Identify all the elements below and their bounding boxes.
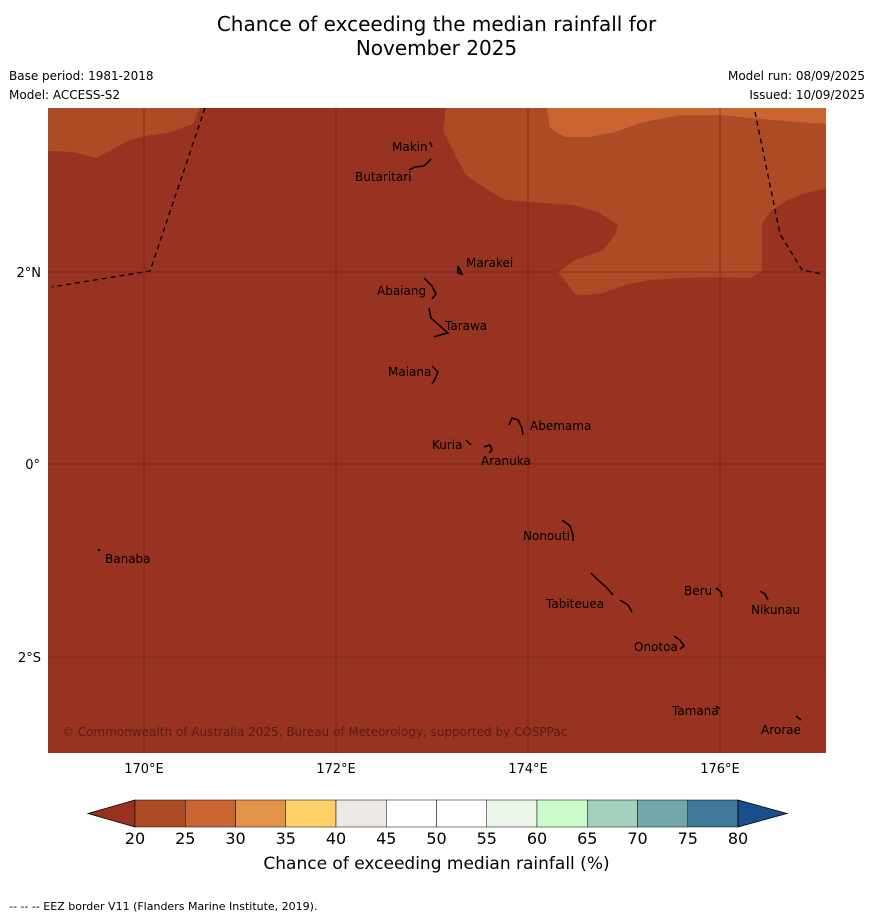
- label-beru: Beru: [684, 584, 712, 598]
- colorbar-tick-label: 70: [627, 829, 647, 848]
- colorbar-segment: [185, 799, 236, 828]
- colorbar-tick-label: 50: [426, 829, 446, 848]
- region-20-25-east: [443, 108, 826, 295]
- region-20-25-west: [48, 108, 200, 158]
- island-tabiteuea-south: [619, 599, 633, 613]
- colorbar-tick-label: 55: [477, 829, 497, 848]
- label-tarawa: Tarawa: [444, 319, 487, 333]
- label-maiana: Maiana: [388, 365, 431, 379]
- copyright-notice: © Commonwealth of Australia 2025, Bureau…: [62, 725, 567, 739]
- label-nonouti: Nonouti: [523, 529, 570, 543]
- colorbar: [86, 799, 789, 828]
- island-aranuka: [483, 444, 493, 454]
- island-marakei: [457, 265, 464, 276]
- model-run: Model run: 08/09/2025: [727, 69, 865, 83]
- island-butaritari: [408, 158, 432, 171]
- meta-right: Model run: 08/09/2025 Issued: 10/09/2025: [728, 67, 865, 105]
- label-onotoa: Onotoa: [634, 640, 678, 654]
- colorbar-segment: [486, 799, 538, 828]
- issued-date: Issued: 10/09/2025: [749, 88, 865, 102]
- model-name: Model: ACCESS-S2: [9, 88, 121, 102]
- label-tamana: Tamana: [671, 704, 719, 718]
- colorbar-tick-label: 30: [225, 829, 245, 848]
- island-kuria: [465, 439, 472, 446]
- lat-tick-2s: 2°S: [18, 651, 41, 666]
- colorbar-tick-label: 65: [577, 829, 597, 848]
- island-nikunau: [759, 590, 769, 601]
- lat-tick-0: 0°: [25, 458, 40, 473]
- colorbar-segment: [687, 799, 739, 828]
- label-banaba: Banaba: [105, 552, 151, 566]
- island-beru: [715, 587, 723, 598]
- island-nonouti: [561, 519, 574, 541]
- island-abaiang: [423, 277, 437, 300]
- colorbar-tick-label: 25: [175, 829, 195, 848]
- colorbar-segment: [386, 799, 437, 828]
- label-marakei: Marakei: [466, 256, 513, 270]
- colorbar-tick-label: 80: [728, 829, 748, 848]
- colorbar-segment: [637, 799, 688, 828]
- label-kuria: Kuria: [432, 438, 463, 452]
- island-tabiteuea-north: [590, 572, 614, 596]
- colorbar-label: Chance of exceeding median rainfall (%): [263, 854, 610, 874]
- island-outlines: [97, 141, 802, 721]
- island-maiana: [431, 365, 439, 385]
- colorbar-segment: [134, 799, 186, 828]
- eez-border: [51, 107, 823, 288]
- colorbar-tick-label: 60: [527, 829, 547, 848]
- eez-border-west: [51, 107, 206, 288]
- base-period: Base period: 1981-2018: [9, 69, 154, 83]
- colorbar-extend-low: [86, 799, 136, 828]
- map-title: Chance of exceeding the median rainfall …: [0, 12, 873, 60]
- colorbar-tick-label: 35: [276, 829, 296, 848]
- eez-footnote: -- -- -- EEZ border V11 (Flanders Marine…: [9, 900, 318, 913]
- colorbar-segment: [436, 799, 487, 828]
- label-arorae: Arorae: [761, 723, 801, 737]
- island-tamana: [715, 705, 721, 710]
- island-banaba: [97, 548, 101, 552]
- colorbar-segment: [285, 799, 337, 828]
- island-tarawa: [428, 307, 450, 338]
- colorbar-tick-label: 45: [376, 829, 396, 848]
- lon-tick-174: 174°E: [508, 762, 548, 777]
- colorbar-ticks: 20 25 30 35 40 45 50 55 60 65 70 75 80: [125, 829, 748, 848]
- label-abemama: Abemama: [530, 419, 591, 433]
- eez-border-east: [754, 111, 823, 275]
- colorbar-segment: [235, 799, 286, 828]
- title-line-1: Chance of exceeding the median rainfall …: [216, 12, 657, 36]
- island-abemama: [508, 417, 524, 436]
- island-arorae: [795, 715, 802, 721]
- colorbar-extend-high: [737, 799, 789, 828]
- label-nikunau: Nikunau: [751, 603, 800, 617]
- island-onotoa: [673, 635, 686, 650]
- meta-left: Base period: 1981-2018 Model: ACCESS-S2: [9, 67, 154, 105]
- colorbar-segment: [536, 799, 588, 828]
- label-tabiteuea: Tabiteuea: [545, 597, 604, 611]
- title-line-2: November 2025: [355, 36, 518, 60]
- colorbar-tick-label: 20: [125, 829, 145, 848]
- label-aranuka: Aranuka: [481, 454, 531, 468]
- axis-tick-labels: 170°E 172°E 174°E 176°E 2°N 0° 2°S: [17, 266, 740, 777]
- lon-tick-172: 172°E: [316, 762, 356, 777]
- colorbar-tick-label: 40: [326, 829, 346, 848]
- graticule: [48, 108, 826, 753]
- label-butaritari: Butaritari: [355, 170, 412, 184]
- lon-tick-170: 170°E: [124, 762, 164, 777]
- label-makin: Makin: [392, 140, 428, 154]
- colorbar-tick-label: 75: [678, 829, 698, 848]
- lon-tick-176: 176°E: [700, 762, 740, 777]
- colorbar-segment: [335, 799, 387, 828]
- island-makin: [429, 141, 433, 148]
- lat-tick-2n: 2°N: [17, 266, 42, 281]
- colorbar-segment: [587, 799, 638, 828]
- label-abaiang: Abaiang: [377, 284, 426, 298]
- place-labels: Makin Butaritari Marakei Abaiang Tarawa …: [105, 140, 801, 737]
